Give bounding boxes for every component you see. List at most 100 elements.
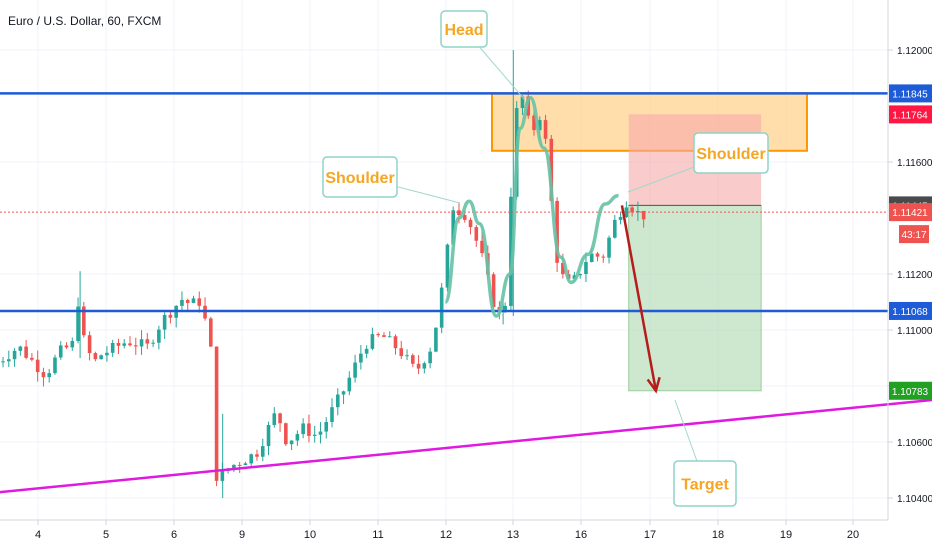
candle-body [578,274,582,276]
candle [324,417,329,439]
candle [335,388,340,416]
candle-body [624,207,629,218]
candle-body [255,454,259,457]
candle [457,203,461,224]
candle-body [180,299,184,306]
price-axis[interactable]: 1.104001.106001.108001.110001.112001.116… [887,0,932,520]
candle-body [555,200,559,263]
candle [491,272,496,309]
countdown-tag[interactable]: 43:17 [899,225,929,244]
candle-body [335,394,340,408]
time-axis[interactable]: 4 5 6 9 10 11 12 13 16 17 18 19 20 [0,519,888,541]
last-price-tag[interactable]: 1.11421 [889,203,932,222]
candle-body [260,446,265,457]
candle [203,297,207,321]
time-tick-label: 19 [780,529,792,541]
candle [12,348,17,367]
candle-body [405,355,409,357]
candle-body [607,237,611,258]
candle [24,339,28,360]
candle-body [411,355,415,364]
candle-body [289,440,294,445]
candle [307,414,311,443]
candle-body [595,253,600,257]
support-price-tag-text: 1.11068 [892,307,928,318]
candle [289,440,294,451]
price-tick-label: 1.10400 [897,494,932,505]
candle-body [307,423,311,436]
candle-body [122,343,127,346]
candle-body [133,345,138,347]
projection-arrow[interactable] [620,205,658,391]
last-price-tag-text: 1.11421 [892,208,928,219]
candle [105,346,109,362]
candle-body [145,339,150,344]
candle [641,210,646,228]
ascending-trendline[interactable] [0,378,932,494]
price-tick-label: 1.11600 [897,158,932,169]
candle-body [613,219,617,238]
price-tick-label: 1.10600 [897,438,932,449]
callout-target[interactable]: Target [673,399,737,507]
resistance-price-tag[interactable]: 1.11845 [889,84,932,103]
candle-body [480,240,484,254]
stop-price-tag-text: 1.11764 [892,110,928,121]
candle-body [272,413,277,425]
candle-body [191,298,196,303]
candle-body [35,359,40,373]
candle [116,338,121,355]
candle [122,339,127,349]
candle [7,350,11,368]
target-price-tag-bg [889,381,932,400]
resistance-price-tag-bg [889,84,932,103]
candle-body [58,345,63,358]
take-profit-zone[interactable] [628,204,762,392]
candle-body [93,353,98,360]
candle-body [324,421,329,432]
candle-body [30,357,34,360]
candle-body [462,215,467,220]
candle [295,430,300,446]
callout-right-shoulder[interactable]: Shoulder [627,132,769,193]
candle-body [353,362,357,378]
callout-target-label: Target [681,477,729,494]
candle [47,369,52,383]
candle-body [359,353,363,363]
candle-body [295,434,300,441]
candle-body [12,350,17,360]
candle [110,339,115,358]
candle-body [128,343,132,346]
candle-body [370,334,375,349]
time-tick-label: 9 [239,529,245,541]
resistance-price-tag-text: 1.11845 [892,89,928,100]
target-price-tag[interactable]: 1.10783 [889,381,932,400]
candle [370,327,375,351]
candle-body [99,355,103,360]
candle [278,412,282,432]
drawing-layer[interactable] [0,92,932,494]
candle [197,291,202,313]
candle [428,347,432,369]
candle-body [53,357,57,374]
callouts-layer[interactable]: Head Shoulder Shoulder Target [322,10,769,507]
candle-body [116,342,121,346]
stop-price-tag[interactable]: 1.11764 [889,105,932,124]
candle-body [266,424,271,447]
candle-body [70,340,75,348]
candle-body [641,210,646,220]
support-price-tag[interactable]: 1.11068 [889,301,932,320]
symbol-title[interactable]: Euro / U.S. Dollar, 60, FXCM [8,14,162,28]
candle-body [64,345,69,348]
candle [266,421,271,456]
time-tick-label: 18 [712,529,724,541]
candle-body [503,305,507,310]
candle [543,114,548,144]
candle-body [237,464,242,466]
head-and-shoulders-curve[interactable] [443,95,619,318]
candle-body [284,423,288,445]
candle [422,361,427,374]
callout-left-shoulder[interactable]: Shoulder [322,156,461,204]
callout-head[interactable]: Head [440,10,526,101]
candle [364,345,369,359]
